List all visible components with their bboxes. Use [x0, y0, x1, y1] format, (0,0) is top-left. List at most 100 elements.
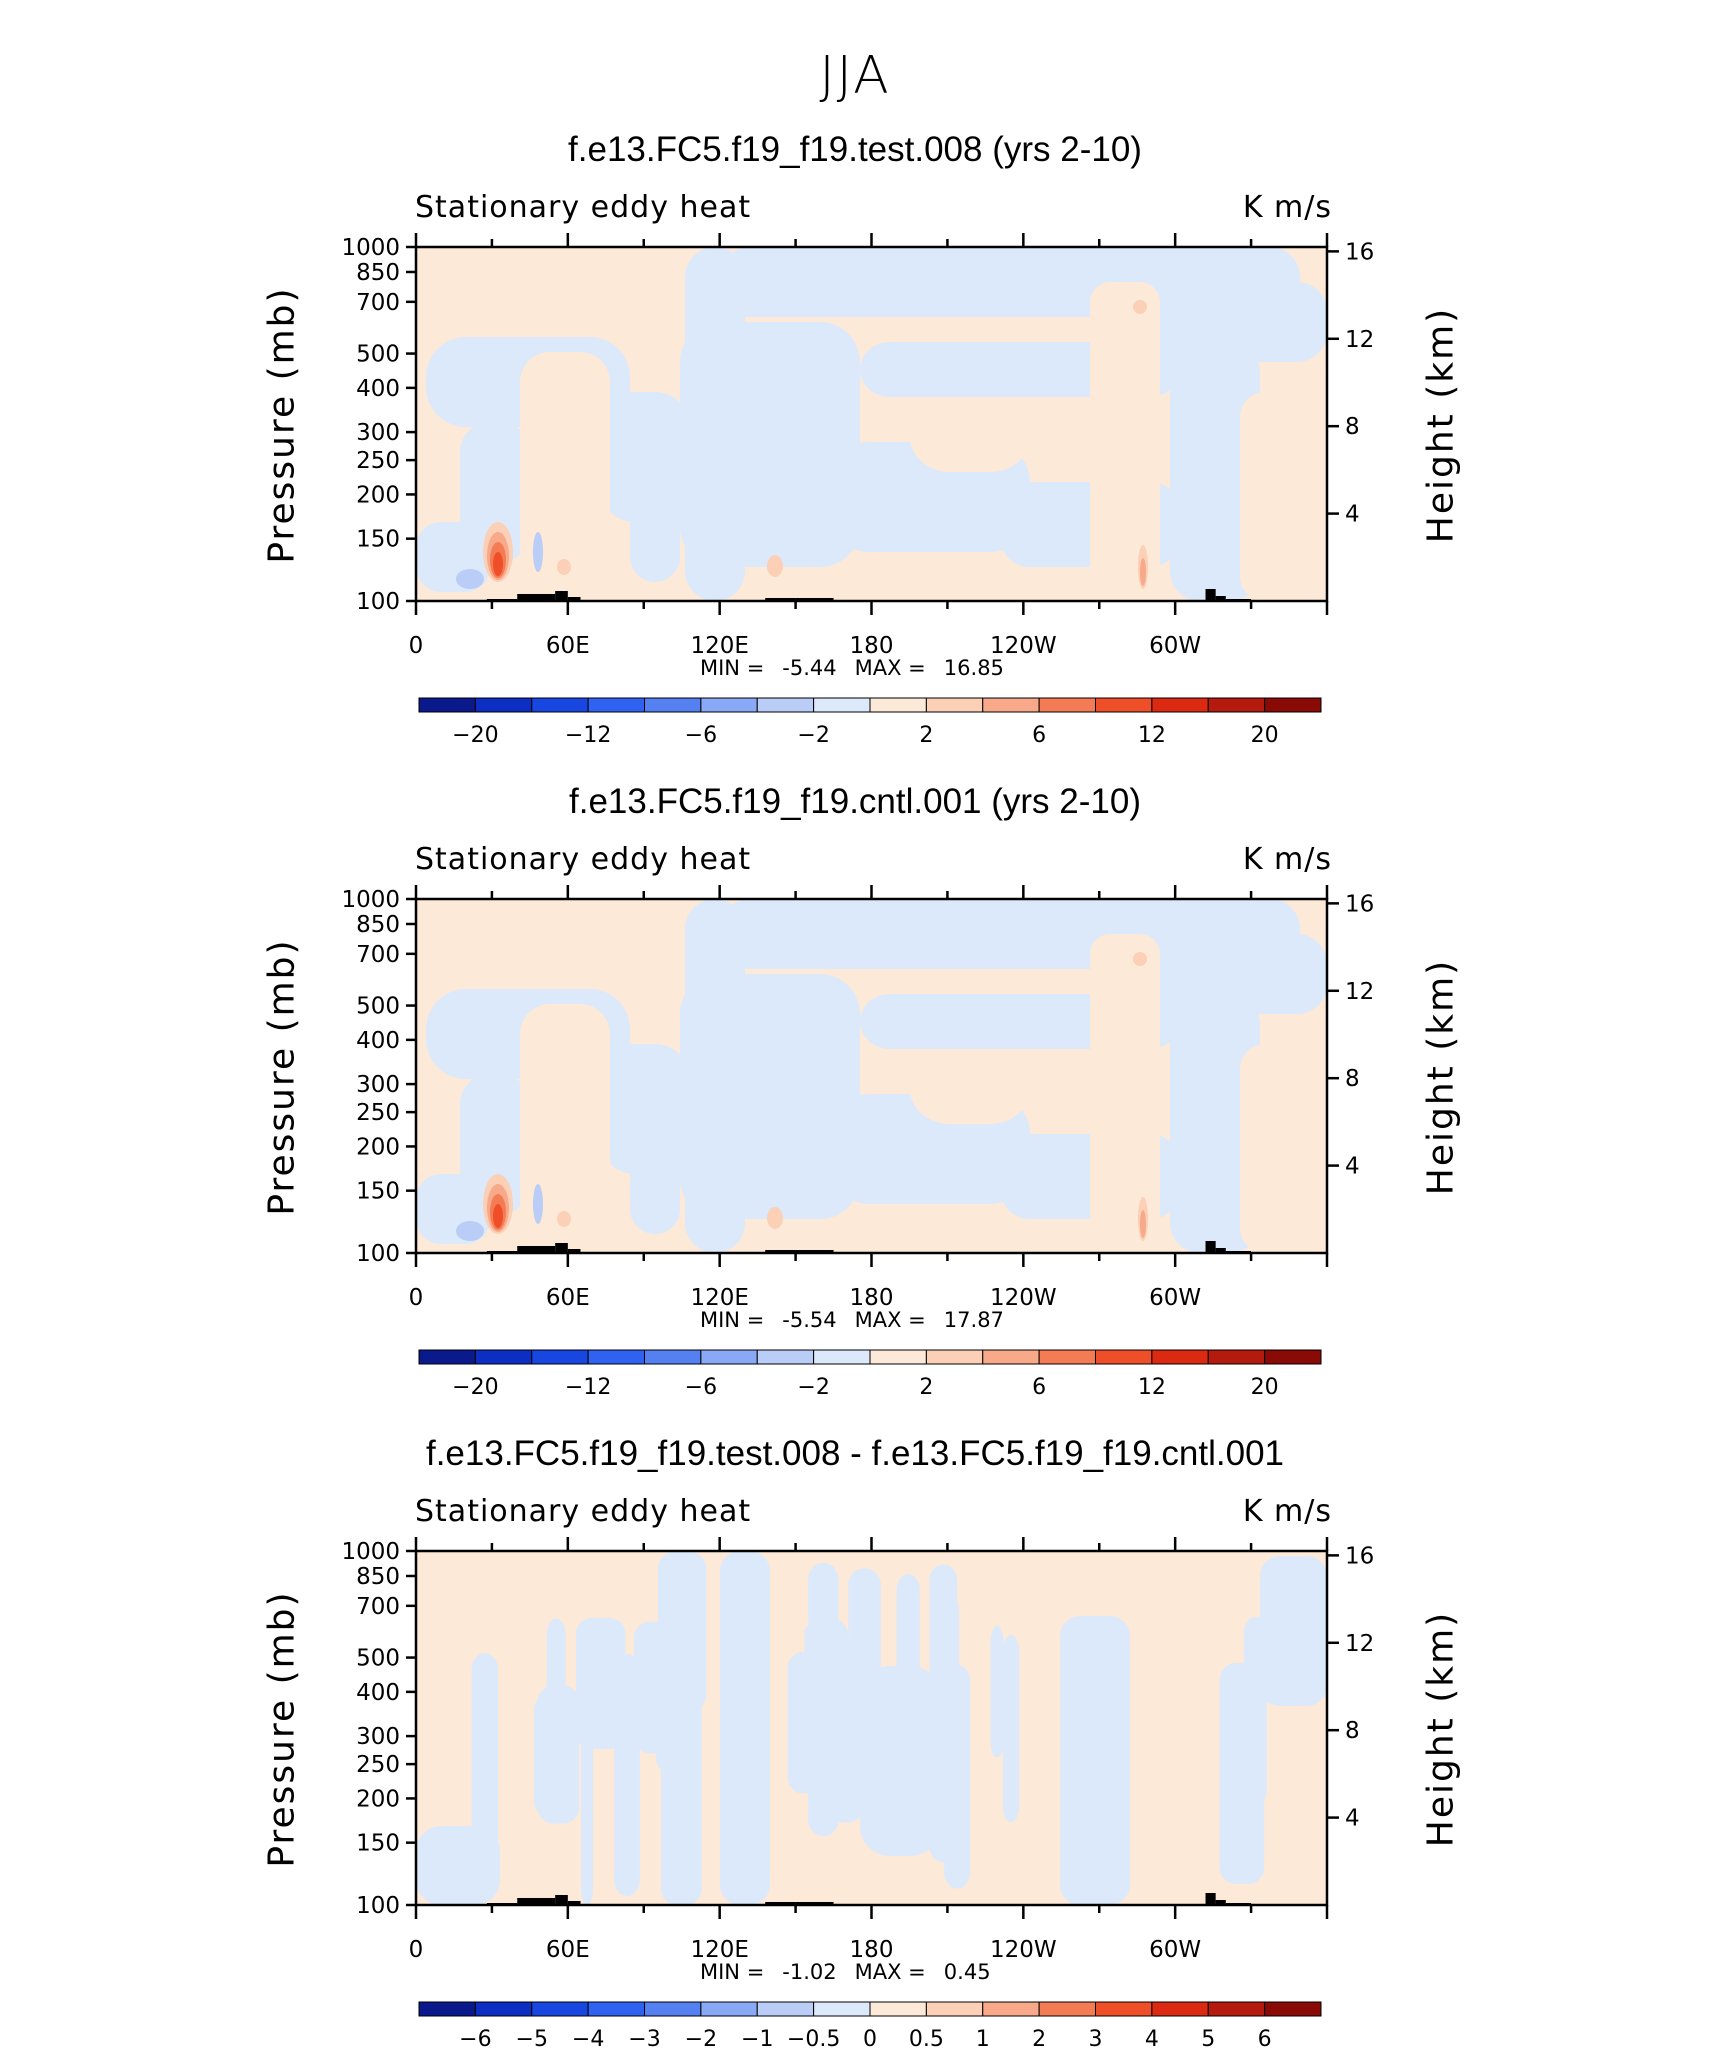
colorbar-swatch — [813, 697, 871, 713]
y-axis-left-label: Pressure (mb) — [261, 938, 303, 1216]
y-left-tick-label: 400 — [356, 1028, 400, 1054]
colorbar-label: −6 — [459, 2027, 491, 2052]
colorbar-label: −12 — [565, 1375, 611, 1400]
colorbar-label: −0.5 — [787, 2027, 840, 2052]
colorbar-swatch — [869, 2001, 927, 2017]
colorbar-label: 0.5 — [909, 2027, 944, 2052]
x-tick-label: 60W — [1149, 633, 1201, 659]
y-axis-right-label: Height (km) — [1420, 306, 1462, 544]
y-left-tick-label: 1000 — [341, 1539, 400, 1565]
y-left-tick-label: 700 — [356, 290, 400, 316]
y-right-tick-label: 4 — [1345, 502, 1360, 528]
min-value: -1.02 — [782, 1960, 837, 1984]
colorbar-label: 1 — [976, 2027, 990, 2052]
y-right-tick-label: 8 — [1345, 414, 1360, 440]
min-value: -5.44 — [782, 656, 837, 680]
colorbar-swatch — [700, 697, 758, 713]
colorbar-swatch — [700, 2001, 758, 2017]
y-right-tick-label: 16 — [1345, 891, 1374, 917]
units-label: K m/s — [1242, 1494, 1332, 1529]
y-left-tick-label: 150 — [356, 527, 400, 553]
colorbar-swatch — [531, 1349, 589, 1365]
y-right-tick-label: 12 — [1345, 327, 1374, 353]
units-label: K m/s — [1242, 842, 1332, 877]
colorbar-swatch — [1038, 1349, 1096, 1365]
colorbar-swatch — [982, 697, 1040, 713]
x-tick-label: 120W — [990, 633, 1057, 659]
y-left-tick-label: 250 — [356, 448, 400, 474]
colorbar-label: 4 — [1145, 2027, 1159, 2052]
y-left-tick-label: 400 — [356, 376, 400, 402]
colorbar-label: 20 — [1251, 723, 1279, 748]
y-right-tick-label: 16 — [1345, 1543, 1374, 1569]
y-left-tick-label: 300 — [356, 1724, 400, 1750]
max-label: MAX = — [854, 1308, 926, 1332]
colorbar-label: 2 — [919, 723, 933, 748]
x-tick-label: 180 — [850, 633, 894, 659]
colorbar: −20 −12 −6 −2 2 6 12 20 — [418, 697, 1322, 748]
variable-label: Stationary eddy heat — [415, 190, 752, 225]
min-max-stats: MIN = -5.44 MAX = 16.85 — [700, 656, 1022, 680]
y-right-tick-label: 8 — [1345, 1066, 1360, 1092]
y-left-tick-label: 850 — [356, 1564, 400, 1590]
x-tick-label: 60E — [546, 1937, 590, 1963]
min-label: MIN = — [700, 656, 765, 680]
y-axis-left-label: Pressure (mb) — [261, 1590, 303, 1868]
variable-label: Stationary eddy heat — [415, 842, 752, 877]
colorbar-swatch — [587, 1349, 645, 1365]
colorbar-swatch — [474, 1349, 533, 1365]
min-max-stats: MIN = -5.54 MAX = 17.87 — [700, 1308, 1022, 1332]
colorbar-swatch — [982, 2001, 1040, 2017]
colorbar-swatch — [1151, 1349, 1209, 1365]
colorbar-swatch — [644, 2001, 702, 2017]
colorbar-swatch — [644, 1349, 702, 1365]
colorbar-swatch — [1264, 697, 1322, 713]
colorbar-label: −2 — [685, 2027, 717, 2052]
colorbar-swatch — [474, 2001, 533, 2017]
y-left-tick-label: 500 — [356, 342, 400, 368]
page-title: JJA — [819, 46, 891, 106]
colorbar-label: 6 — [1032, 1375, 1046, 1400]
y-left-tick-label: 700 — [356, 1594, 400, 1620]
colorbar-swatch — [869, 1349, 927, 1365]
min-label: MIN = — [700, 1960, 765, 1984]
x-tick-label: 120E — [690, 1937, 748, 1963]
panel-title: f.e13.FC5.f19_f19.test.008 (yrs 2-10) — [568, 130, 1142, 169]
colorbar: −6 −5 −4 −3 −2 −1 −0.5 0 0.5 1 2 3 4 5 6 — [418, 2001, 1322, 2052]
x-tick-label: 120E — [690, 1285, 748, 1311]
colorbar-swatch — [1095, 2001, 1153, 2017]
colorbar-label: −4 — [572, 2027, 604, 2052]
y-right-tick-label: 4 — [1345, 1154, 1360, 1180]
y-left-tick-label: 100 — [356, 589, 400, 615]
y-right-tick-label: 4 — [1345, 1806, 1360, 1832]
colorbar-label: −12 — [565, 723, 611, 748]
colorbar-swatch — [1264, 2001, 1322, 2017]
max-label: MAX = — [854, 656, 926, 680]
colorbar-label: −20 — [452, 723, 498, 748]
colorbar-swatch — [813, 2001, 871, 2017]
colorbar-swatch — [925, 1349, 984, 1365]
colorbar-label: −3 — [628, 2027, 660, 2052]
y-left-tick-label: 400 — [356, 1680, 400, 1706]
y-right-tick-label: 12 — [1345, 1631, 1374, 1657]
colorbar-swatch — [756, 2001, 815, 2017]
x-tick-label: 60W — [1149, 1285, 1201, 1311]
y-left-tick-label: 200 — [356, 482, 400, 508]
y-left-tick-label: 150 — [356, 1831, 400, 1857]
colorbar-label: 12 — [1138, 723, 1166, 748]
colorbar-swatch — [925, 2001, 984, 2017]
colorbar-label: 12 — [1138, 1375, 1166, 1400]
colorbar-swatch — [1151, 697, 1209, 713]
max-value: 17.87 — [943, 1308, 1004, 1332]
colorbar-label: 20 — [1251, 1375, 1279, 1400]
y-left-tick-label: 500 — [356, 994, 400, 1020]
x-tick-label: 120W — [990, 1285, 1057, 1311]
max-value: 16.85 — [943, 656, 1004, 680]
colorbar-swatch — [756, 1349, 815, 1365]
colorbar-swatch — [531, 697, 589, 713]
max-value: 0.45 — [943, 1960, 991, 1984]
min-label: MIN = — [700, 1308, 765, 1332]
y-left-tick-label: 500 — [356, 1646, 400, 1672]
x-tick-label: 0 — [409, 1285, 424, 1311]
